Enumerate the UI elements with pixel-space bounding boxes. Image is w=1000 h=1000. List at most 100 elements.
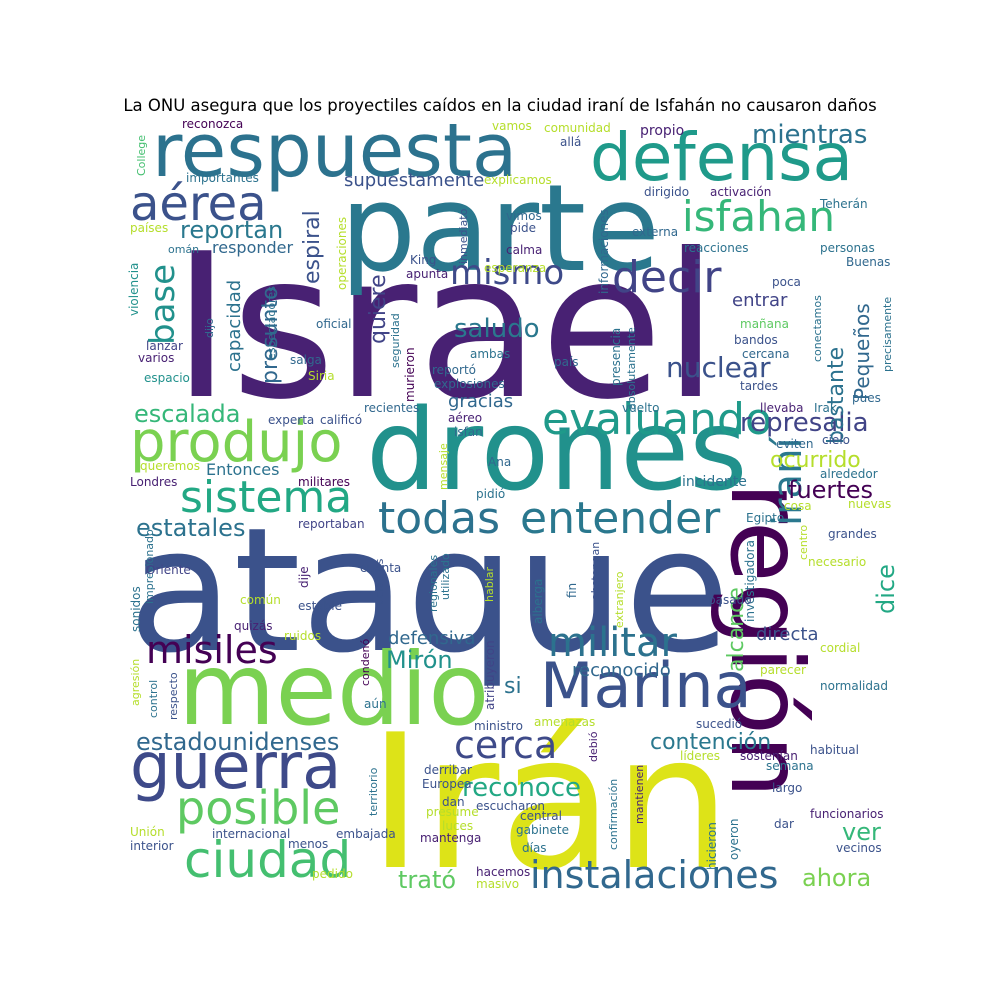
word-dirigido: dirigido xyxy=(644,185,690,199)
word-aéreo: aéreo xyxy=(448,411,483,425)
word-poca: poca xyxy=(772,275,801,289)
word-israel: Israel xyxy=(172,211,719,444)
word-militares: militares xyxy=(298,475,351,489)
word-europea: Europea xyxy=(422,777,472,791)
word-varios: varios xyxy=(138,351,175,365)
word-ocurrido: ocurrido xyxy=(770,448,861,473)
word-entender: entender xyxy=(520,493,721,544)
word-abstengan: abstengan xyxy=(589,541,602,600)
word-reportó: reportó xyxy=(432,363,476,377)
word-inmediato: inmediato xyxy=(457,208,470,264)
word-extranjero: extranjero xyxy=(613,571,626,628)
word-entonces: Entonces xyxy=(206,460,280,479)
word-pasado: pasado xyxy=(708,593,752,607)
word-llevaba: llevaba xyxy=(760,401,804,415)
word-habitual: habitual xyxy=(810,743,859,757)
word-luces: luces xyxy=(442,819,474,833)
word-internacional: internacional xyxy=(212,827,291,841)
word-vuelto: vuelto xyxy=(622,401,660,415)
word-ciudad: ciudad xyxy=(184,831,352,889)
word-vamos: vamos xyxy=(492,119,532,133)
word-explosiones: explosiones xyxy=(434,377,505,391)
word-recientes: recientes xyxy=(364,401,420,415)
word-ataque: ataque xyxy=(128,490,731,691)
word-grandes: grandes xyxy=(828,527,877,541)
word-conectamos: conectamos xyxy=(811,295,824,362)
word-operaciones: operaciones xyxy=(335,216,349,290)
word-instalaciones: instalaciones xyxy=(530,853,779,897)
word-reportaban: reportaban xyxy=(298,517,365,531)
word-unión: Unión xyxy=(130,825,165,839)
word-absolutamente: absolutamente xyxy=(625,327,638,410)
word-pidió: pidió xyxy=(476,487,506,501)
word-estable: estable xyxy=(298,599,343,613)
word-quizás: quizás xyxy=(234,619,273,633)
word-ana: Ana xyxy=(488,455,512,469)
word-oriente: Oriente xyxy=(146,563,191,577)
word-alberga: alberga xyxy=(531,578,545,624)
word-parecer: parecer xyxy=(760,663,806,677)
word-hicieron: hicieron xyxy=(705,822,719,870)
word-cordial: cordial xyxy=(820,641,861,655)
word-reportan: reportan xyxy=(180,216,284,244)
word-mirón: Mirón xyxy=(386,646,453,674)
word-presume: presume xyxy=(426,805,479,819)
word-común: común xyxy=(240,593,281,607)
word-normalidad: normalidad xyxy=(820,679,888,693)
word-saludo: saludo xyxy=(454,314,540,344)
word-aún: aún xyxy=(364,697,387,711)
word-nuevas: nuevas xyxy=(848,497,892,511)
word-supuestamente: supuestamente xyxy=(344,170,485,191)
word-ministro: ministro xyxy=(474,719,523,733)
word-medio: medio xyxy=(178,631,490,748)
word-menos: menos xyxy=(288,837,329,851)
word-calma: calma xyxy=(506,243,543,257)
word-espacio: espacio xyxy=(144,371,190,385)
word-mismo: mismo xyxy=(450,253,565,293)
word-escalada: escalada xyxy=(134,400,241,428)
word-hacemos: hacemos xyxy=(476,865,531,879)
word-propio: propio xyxy=(640,123,685,139)
word-sostenían: sostenían xyxy=(740,749,798,763)
word-trat-: tratό xyxy=(398,866,457,894)
word-siria: Siria xyxy=(308,369,335,383)
word-comunidad: comunidad xyxy=(544,121,611,135)
word-vecinos: vecinos xyxy=(836,841,882,855)
word-posible: posible xyxy=(176,781,341,835)
word-dije: dije xyxy=(297,566,311,588)
word-cerca: cerca xyxy=(454,723,558,767)
word-masivo: masivo xyxy=(476,877,520,891)
word-king: King xyxy=(410,253,437,267)
word-tardes: tardes xyxy=(740,379,779,393)
word-militar: militar xyxy=(548,620,677,666)
word-precisamente: precisamente xyxy=(881,296,894,372)
word-decir: decir xyxy=(612,252,722,303)
word-oyeron: oyeron xyxy=(727,818,741,860)
word-control: control xyxy=(147,679,160,718)
word-dice: dice xyxy=(872,564,900,614)
word-cuenta: cuenta xyxy=(360,561,402,575)
word-explicamos: explicamos xyxy=(484,173,552,187)
word-mientras: mientras xyxy=(752,120,868,150)
word-respecto: respecto xyxy=(167,672,180,720)
word-eviten: eviten xyxy=(776,437,814,451)
word-alrededor: alrededor xyxy=(820,467,878,481)
word-utilizado: utilizado xyxy=(439,553,452,600)
word-college: College xyxy=(135,134,148,176)
word-país: país xyxy=(554,355,579,369)
word-central: central xyxy=(520,809,562,823)
word-salga: salga xyxy=(290,353,322,367)
word-países: países xyxy=(130,221,169,235)
word-gabinete: gabinete xyxy=(516,823,569,837)
word-largo: largo xyxy=(772,781,803,795)
word-represalia: represalia xyxy=(740,408,869,438)
word-entrar: entrar xyxy=(732,290,788,311)
word-cielo: cielo xyxy=(822,433,850,447)
word-externa: externa xyxy=(632,225,679,239)
word-directa: directa xyxy=(756,624,819,645)
word-dar: dar xyxy=(774,817,794,831)
word-responder: responder xyxy=(212,238,294,257)
word-reconoce: reconoce xyxy=(462,773,581,803)
word-pide: pide xyxy=(510,221,536,235)
word-amenazas: amenazas xyxy=(534,715,596,729)
